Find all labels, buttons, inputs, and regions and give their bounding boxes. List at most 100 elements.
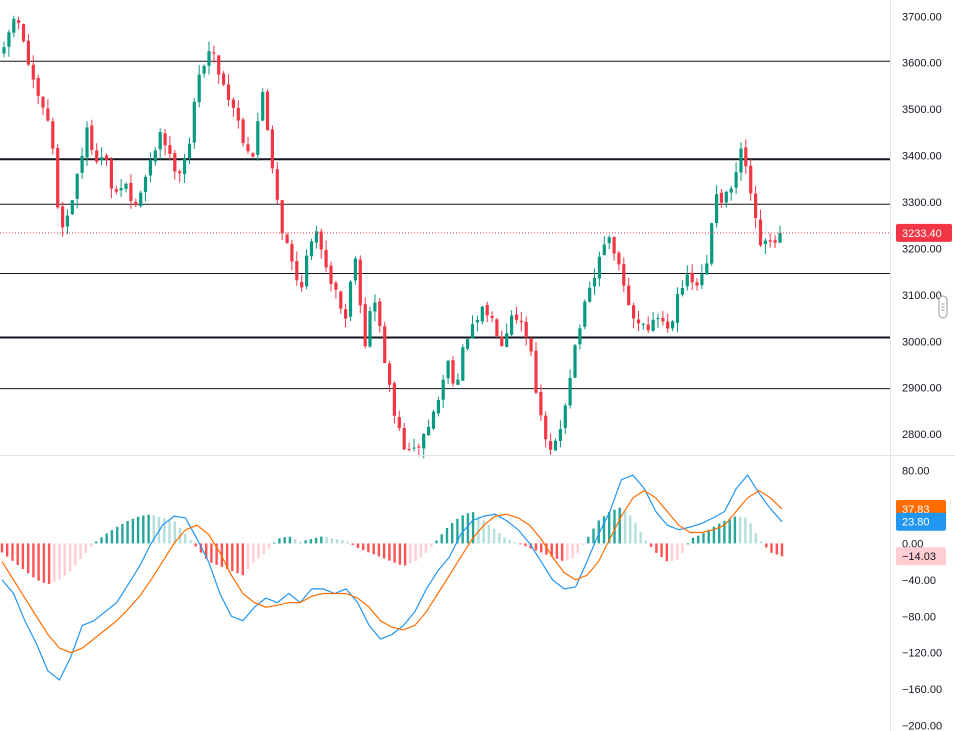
candle <box>602 235 606 256</box>
candle <box>553 438 558 451</box>
axis-scroll-handle[interactable] <box>938 295 948 319</box>
candle-body <box>695 282 699 286</box>
candle <box>373 294 377 322</box>
histogram-bar <box>765 543 768 548</box>
candle <box>563 402 567 435</box>
histogram-bar <box>435 540 438 544</box>
histogram-bar <box>11 543 14 561</box>
macd-panel[interactable] <box>0 474 784 681</box>
histogram-bar <box>613 509 616 544</box>
histogram-bar <box>508 540 511 544</box>
candle <box>231 97 235 117</box>
macd-badge-bg <box>896 547 946 566</box>
histogram-bar <box>6 543 9 557</box>
candle <box>7 29 11 57</box>
candle <box>339 290 343 314</box>
candle-body <box>719 192 723 203</box>
candle-body <box>700 274 704 286</box>
candle <box>392 381 396 424</box>
candle <box>12 15 16 38</box>
candle <box>358 255 362 314</box>
candle-body <box>710 223 714 264</box>
candle <box>461 344 465 381</box>
histogram-bar <box>681 543 684 553</box>
candle <box>632 302 636 329</box>
candle-body <box>285 234 289 244</box>
price-panel[interactable] <box>0 15 890 459</box>
price-axis[interactable]: 3700.00 3600.00 3500.00 3400.00 3300.00 3200.… <box>896 11 952 731</box>
histogram-bar <box>571 543 574 559</box>
candle-body <box>12 18 16 33</box>
histogram-bar <box>566 543 569 561</box>
candle <box>124 182 128 193</box>
candle-body <box>549 441 553 450</box>
histogram-bar <box>524 543 527 547</box>
histogram-bar <box>775 543 778 555</box>
histogram-bar <box>665 543 668 562</box>
histogram-bar <box>492 528 496 544</box>
histogram-bar <box>618 507 621 544</box>
candle <box>500 330 504 347</box>
histogram-bar <box>173 521 176 544</box>
candle-body <box>661 318 665 322</box>
candle <box>148 152 152 183</box>
candle-body <box>75 173 79 199</box>
histogram-bar <box>0 543 4 553</box>
candle <box>319 228 323 259</box>
candle-body <box>729 188 733 193</box>
candle <box>592 268 597 295</box>
candle-body <box>31 64 35 80</box>
histogram-bar <box>252 543 255 563</box>
histogram-bar <box>335 539 339 544</box>
histogram-bar <box>398 543 402 565</box>
candle <box>524 316 528 346</box>
histogram-bar <box>63 543 66 576</box>
histogram-bar <box>79 543 82 560</box>
histogram-bar <box>110 530 114 544</box>
candle <box>544 411 548 448</box>
candle-body <box>675 294 680 323</box>
candle <box>456 373 460 386</box>
candle-body <box>148 160 152 176</box>
candle <box>80 147 84 179</box>
candle <box>549 433 553 456</box>
candle-body <box>344 309 348 319</box>
candle <box>729 185 733 201</box>
candle-body <box>378 301 382 327</box>
candle <box>300 274 304 292</box>
candle-body <box>773 240 777 243</box>
candle-body <box>417 446 421 448</box>
candles <box>2 15 782 459</box>
candle <box>754 186 758 229</box>
macd-badge-bg <box>896 512 946 531</box>
histogram-bar <box>555 543 559 559</box>
price-tick-label: 3700.00 <box>902 11 942 23</box>
histogram-bar <box>644 540 648 544</box>
candle-body <box>178 171 182 174</box>
histogram-bar <box>105 533 108 544</box>
candle <box>226 74 231 107</box>
candle <box>441 374 445 409</box>
histogram-bar <box>367 543 370 553</box>
candle-body <box>636 319 641 324</box>
histogram-bar <box>74 543 77 566</box>
candle <box>295 251 299 286</box>
histogram-bar <box>587 536 590 544</box>
candle-body <box>475 320 479 323</box>
candle-body <box>597 256 601 279</box>
histogram-bar <box>707 529 710 544</box>
candle-body <box>26 40 30 65</box>
candle-body <box>466 339 470 349</box>
candle <box>104 153 109 166</box>
candle-body <box>314 231 318 243</box>
candle-body <box>231 99 235 108</box>
candle-body <box>197 74 201 103</box>
candle-body <box>519 320 523 323</box>
histogram-bar <box>131 518 135 544</box>
candle-body <box>222 73 226 85</box>
candle <box>31 55 35 89</box>
candle <box>236 100 240 129</box>
histogram-bar <box>409 543 412 564</box>
histogram-bar <box>723 520 726 544</box>
